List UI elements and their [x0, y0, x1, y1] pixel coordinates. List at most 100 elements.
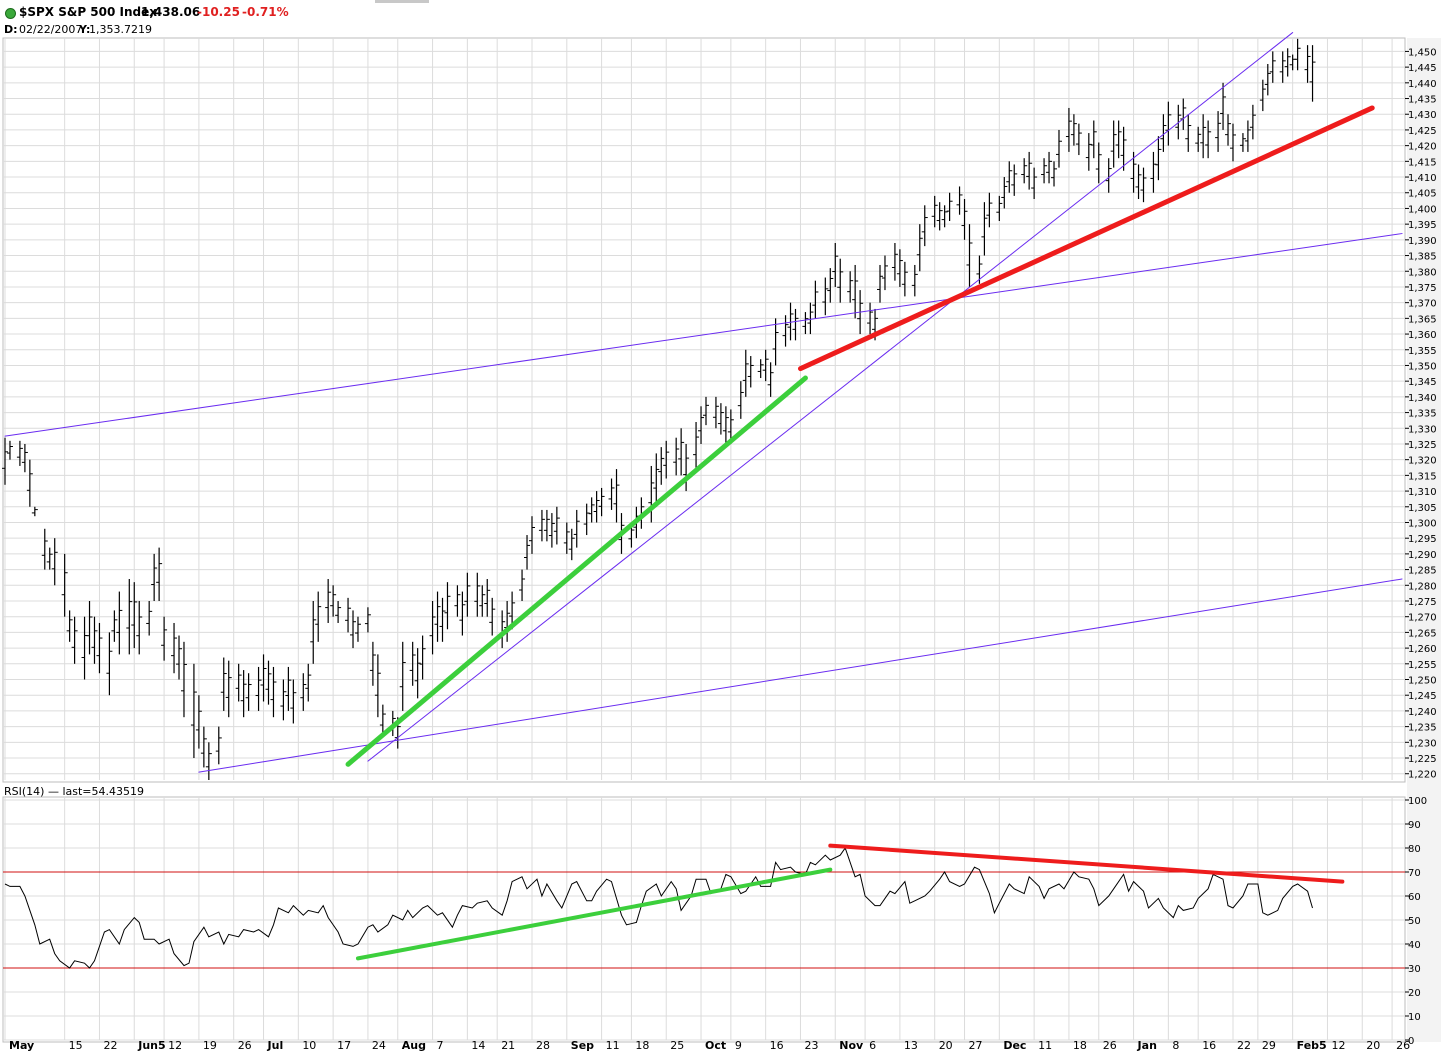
price-tick-label: 1,435: [1408, 95, 1437, 106]
price-bars: [2, 38, 1316, 780]
status-dot-icon: [5, 8, 16, 19]
x-tick-label: 18: [1073, 1039, 1087, 1052]
rsi-grid: [2, 796, 1406, 1043]
price-tick-label: 1,440: [1408, 79, 1437, 90]
right-scroll-strip[interactable]: [1407, 12, 1441, 1042]
x-tick-label: Nov: [839, 1039, 864, 1052]
price-tick-label: 1,225: [1408, 754, 1437, 765]
price-tick-label: 1,385: [1408, 252, 1437, 263]
x-tick-label: 22: [103, 1039, 117, 1052]
price-tick-label: 1,330: [1408, 424, 1437, 435]
price-tick-label: 1,255: [1408, 660, 1437, 671]
last-price: 1,438.06: [141, 5, 201, 19]
x-tick-label: Feb5: [1297, 1039, 1327, 1052]
price-tick-label: 1,300: [1408, 518, 1437, 529]
rsi-tick-label: 10: [1408, 1012, 1421, 1023]
price-tick-label: 1,230: [1408, 738, 1437, 749]
price-tick-label: 1,335: [1408, 409, 1437, 420]
x-tick-label: 12: [1331, 1039, 1345, 1052]
price-tick-label: 1,290: [1408, 550, 1437, 561]
x-tick-label: 26: [238, 1039, 252, 1052]
x-tick-label: 11: [606, 1039, 620, 1052]
x-tick-label: 10: [302, 1039, 316, 1052]
x-tick-label: 25: [670, 1039, 684, 1052]
x-tick-label: 9: [735, 1039, 742, 1052]
x-tick-label: Aug: [402, 1039, 426, 1052]
x-tick-label: 12: [168, 1039, 182, 1052]
x-tick-label: Jan: [1137, 1039, 1157, 1052]
price-tick-label: 1,235: [1408, 723, 1437, 734]
y-label: Y:: [79, 23, 91, 36]
x-tick-label: 16: [770, 1039, 784, 1052]
rsi-tick-label: 60: [1408, 892, 1421, 903]
price-tick-label: 1,370: [1408, 299, 1437, 310]
rsi-tick-label: 0: [1408, 1036, 1414, 1047]
x-tick-label: Jun5: [137, 1039, 165, 1052]
rsi-tick-label: 50: [1408, 916, 1421, 927]
price-tick-label: 1,305: [1408, 503, 1437, 514]
x-tick-label: 15: [69, 1039, 83, 1052]
price-panel: [2, 37, 1406, 783]
x-tick-label: 26: [1103, 1039, 1117, 1052]
price-tick-label: 1,360: [1408, 330, 1437, 341]
x-tick-label: 8: [1172, 1039, 1179, 1052]
price-tick-label: 1,320: [1408, 456, 1437, 467]
price-tick-label: 1,240: [1408, 707, 1437, 718]
price-tick-label: 1,410: [1408, 173, 1437, 184]
price-axis: 1,220 1,225 1,230 1,235 1,240 1,245 1,250 1,255…: [1405, 47, 1437, 781]
price-tick-label: 1,220: [1408, 770, 1437, 781]
price-tick-label: 1,340: [1408, 393, 1437, 404]
symbol-title: $SPX S&P 500 Index: [19, 5, 157, 19]
x-tick-label: 17: [337, 1039, 351, 1052]
price-change-pct: -0.71%: [242, 5, 289, 19]
rsi-tick-label: 20: [1408, 988, 1421, 999]
x-tick-label: 24: [372, 1039, 386, 1052]
price-tick-label: 1,280: [1408, 581, 1437, 592]
rsi-tick-label: 90: [1408, 820, 1421, 831]
price-tick-label: 1,355: [1408, 346, 1437, 357]
x-tick-label: 29: [1262, 1039, 1276, 1052]
highlight-trendline: [797, 105, 1375, 372]
price-tick-label: 1,350: [1408, 361, 1437, 372]
x-tick-label: 11: [1038, 1039, 1052, 1052]
y-value: 1,353.7219: [89, 23, 152, 36]
highlight-trendline: [355, 867, 833, 961]
price-tick-label: 1,395: [1408, 220, 1437, 231]
price-tick-label: 1,270: [1408, 613, 1437, 624]
x-tick-label: 22: [1237, 1039, 1251, 1052]
x-tick-label: 21: [501, 1039, 515, 1052]
price-change: -10.25: [197, 5, 240, 19]
rsi-tick-label: 70: [1408, 868, 1421, 879]
horizontal-scroll-thumb[interactable]: [375, 0, 429, 3]
price-tick-label: 1,380: [1408, 267, 1437, 278]
x-tick-label: 18: [635, 1039, 649, 1052]
price-tick-label: 1,295: [1408, 534, 1437, 545]
price-tick-label: 1,265: [1408, 628, 1437, 639]
price-tick-label: 1,310: [1408, 487, 1437, 498]
price-tick-label: 1,390: [1408, 236, 1437, 247]
x-tick-label: 23: [804, 1039, 818, 1052]
x-tick-label: 13: [904, 1039, 918, 1052]
chart-header: $SPX S&P 500 Index 1,438.06 -10.25 -0.71…: [0, 0, 1441, 38]
price-grid: [2, 37, 1406, 783]
x-tick-label: 27: [969, 1039, 983, 1052]
price-tick-label: 1,345: [1408, 377, 1437, 388]
x-tick-label: 20: [939, 1039, 953, 1052]
date-value: 02/22/2007: [19, 23, 83, 36]
x-tick-label: 16: [1202, 1039, 1216, 1052]
price-tick-label: 1,415: [1408, 157, 1437, 168]
price-tick-label: 1,430: [1408, 110, 1437, 121]
price-tick-label: 1,450: [1408, 47, 1437, 58]
rsi-label: RSI(14) — last=54.43519: [4, 785, 144, 798]
price-tick-label: 1,400: [1408, 204, 1437, 215]
highlight-trendline: [345, 375, 808, 767]
price-tick-label: 1,245: [1408, 691, 1437, 702]
rsi-line: [4, 846, 1313, 969]
rsi-tick-label: 80: [1408, 844, 1421, 855]
price-tick-label: 1,365: [1408, 314, 1437, 325]
x-tick-label: May: [9, 1039, 34, 1052]
highlight-trendline: [828, 843, 1345, 884]
x-tick-label: 14: [471, 1039, 485, 1052]
price-tick-label: 1,325: [1408, 440, 1437, 451]
